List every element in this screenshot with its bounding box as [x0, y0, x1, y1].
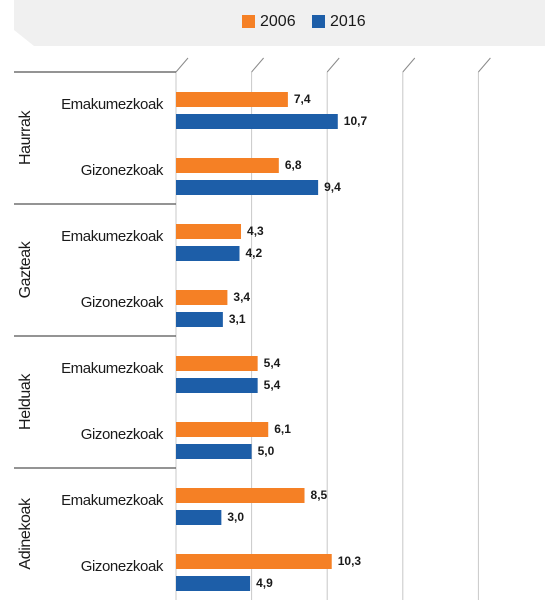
legend-label: 2016: [330, 13, 366, 30]
category-label: Emakumezkoak: [61, 492, 164, 509]
bar: [176, 422, 269, 437]
value-label: 3,1: [229, 312, 246, 326]
bar: [176, 444, 252, 459]
group-label: Gazteak: [17, 240, 34, 298]
category-label: Gizonezkoak: [81, 558, 164, 575]
group-label: Adinekoak: [17, 497, 34, 570]
category-label: Gizonezkoak: [81, 426, 164, 443]
bar: [176, 554, 332, 569]
value-label: 7,4: [294, 92, 311, 106]
bar: [176, 114, 338, 129]
bar: [176, 576, 251, 591]
tick-mark: [478, 57, 491, 73]
bar: [176, 356, 258, 371]
value-label: 3,0: [227, 510, 244, 524]
bar: [176, 510, 222, 525]
value-label: 5,4: [264, 356, 281, 370]
bar: [176, 290, 228, 305]
category-label: Emakumezkoak: [61, 228, 164, 245]
value-label: 9,4: [324, 180, 341, 194]
tick-mark: [326, 57, 340, 73]
bar: [176, 224, 242, 239]
value-label: 10,7: [344, 114, 368, 128]
bar: [176, 158, 279, 173]
bar: [176, 180, 319, 195]
value-label: 5,0: [258, 444, 275, 458]
category-label: Gizonezkoak: [81, 294, 164, 311]
value-label: 10,3: [338, 554, 362, 568]
bar: [176, 378, 258, 393]
value-label: 8,5: [311, 488, 328, 502]
legend-swatch: [312, 15, 325, 28]
value-label: 4,2: [246, 246, 263, 260]
category-label: Emakumezkoak: [61, 96, 164, 113]
tick-mark: [402, 57, 416, 73]
group-label: Haurrak: [17, 110, 34, 166]
legend-label: 2006: [260, 13, 296, 30]
bar: [176, 92, 288, 107]
value-label: 3,4: [233, 290, 250, 304]
group-label: Helduak: [17, 373, 34, 430]
bar: [176, 488, 305, 503]
category-label: Gizonezkoak: [81, 162, 164, 179]
bar: [176, 246, 240, 261]
legend-background: [14, 0, 545, 46]
value-label: 4,3: [247, 224, 264, 238]
value-label: 6,8: [285, 158, 302, 172]
category-label: Emakumezkoak: [61, 360, 164, 377]
value-label: 6,1: [274, 422, 291, 436]
value-label: 5,4: [264, 378, 281, 392]
tick-mark: [175, 57, 189, 73]
value-label: 4,9: [256, 576, 273, 590]
legend-swatch: [242, 15, 255, 28]
tick-mark: [251, 57, 264, 73]
bar: [176, 312, 223, 327]
